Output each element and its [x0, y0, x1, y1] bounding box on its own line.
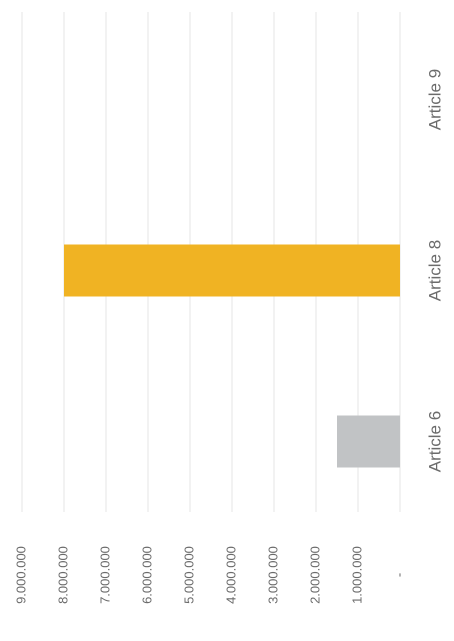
x-tick-label: 6.000.000 [139, 546, 154, 604]
x-tick-label: 2.000.000 [307, 546, 322, 604]
x-tick-label: 7.000.000 [97, 546, 112, 604]
x-tick-label: 1.000.000 [349, 546, 364, 604]
x-tick-label: 5.000.000 [181, 546, 196, 604]
bar [337, 415, 400, 468]
bar [64, 244, 400, 297]
category-label: Article 6 [425, 411, 444, 472]
x-tick-label: 9.000.000 [13, 546, 28, 604]
category-label: Article 8 [425, 240, 444, 301]
category-label: Article 9 [425, 69, 444, 130]
x-tick-label: 4.000.000 [223, 546, 238, 604]
x-tick-label: 8.000.000 [55, 546, 70, 604]
x-tick-label: - [391, 573, 406, 577]
x-tick-label: 3.000.000 [265, 546, 280, 604]
